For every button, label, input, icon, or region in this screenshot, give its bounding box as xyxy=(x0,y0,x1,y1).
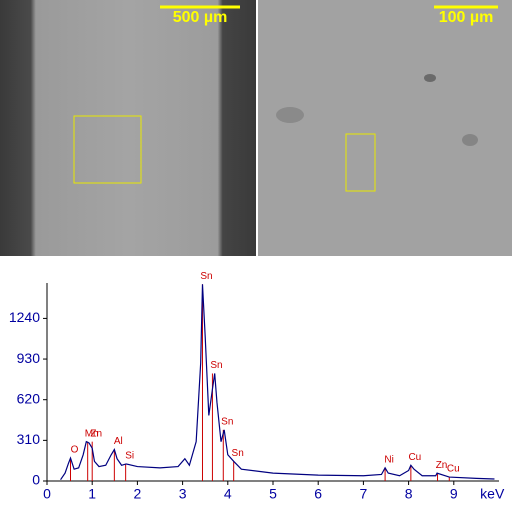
peak-label: Al xyxy=(114,436,123,447)
peak-label: Sn xyxy=(200,271,212,282)
x-axis-label: keV xyxy=(480,486,505,502)
peak-label: Zn xyxy=(90,428,102,439)
x-tick-label: 2 xyxy=(134,486,142,502)
texture xyxy=(276,107,304,123)
peak-label: Cu xyxy=(408,452,421,463)
x-tick-label: 9 xyxy=(450,486,458,502)
x-tick-label: 3 xyxy=(179,486,187,502)
x-tick-label: 4 xyxy=(224,486,232,502)
y-tick-label: 310 xyxy=(17,431,41,447)
scale-bar-label: 100 µm xyxy=(439,9,494,26)
x-tick-label: 7 xyxy=(360,486,368,502)
peak-label: Mn xyxy=(85,428,99,439)
selection-box xyxy=(73,115,142,184)
x-tick-label: 8 xyxy=(405,486,413,502)
y-tick-label: 0 xyxy=(32,472,40,488)
peak-label: Sn xyxy=(210,360,222,371)
y-tick-label: 1240 xyxy=(9,309,40,325)
x-tick-label: 1 xyxy=(88,486,96,502)
y-tick-label: 620 xyxy=(17,390,41,406)
texture xyxy=(462,134,478,146)
peak-label: Sn xyxy=(221,417,233,428)
y-tick-label: 930 xyxy=(17,350,41,366)
x-tick-label: 6 xyxy=(314,486,322,502)
x-tick-label: 0 xyxy=(43,486,51,502)
x-tick-label: 5 xyxy=(269,486,277,502)
scale-bar-label: 500 µm xyxy=(173,9,228,26)
selection-box xyxy=(345,133,376,192)
peak-label: Si xyxy=(125,451,134,462)
peak-label: Ni xyxy=(384,455,393,466)
spectrum-line xyxy=(60,284,495,481)
peak-label: O xyxy=(71,445,79,456)
sem-image-left xyxy=(0,0,256,256)
peak-label: Sn xyxy=(232,448,244,459)
texture xyxy=(424,74,436,82)
sem-image-right xyxy=(258,0,512,256)
peak-label: Cu xyxy=(447,464,460,475)
peak-label: Zn xyxy=(436,460,448,471)
